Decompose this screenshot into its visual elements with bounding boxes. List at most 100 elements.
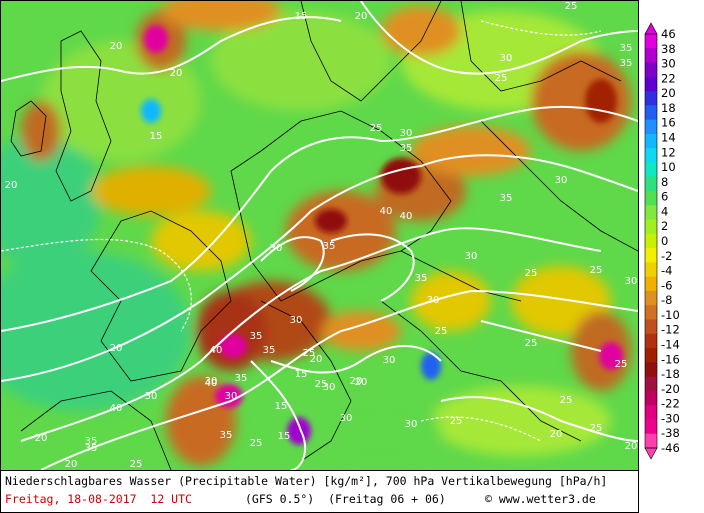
contour-value-label: 30 — [340, 413, 353, 424]
colorbar-swatch — [645, 376, 657, 392]
contour-value-label: 20 — [35, 433, 48, 444]
contour-value-label: 20 — [355, 377, 368, 388]
contour-value-label: 15 — [275, 401, 288, 412]
colorbar-tick-label: -4 — [661, 264, 672, 278]
colorbar-swatch — [645, 305, 657, 321]
contour-value-label: 30 — [270, 243, 283, 254]
colorbar-swatch — [645, 333, 657, 349]
colorbar-tick-label: -14 — [661, 338, 680, 352]
colorbar-swatch — [645, 319, 657, 335]
colorbar-outline — [644, 33, 658, 449]
colorbar-ticks: 4638302220181614121086420-2-4-6-8-10-12-… — [661, 27, 680, 455]
colorbar-legend: 46 38 30 22 20 18 16 14 12 10 8 6 4 2 0 -2 -4 -6 -8 -10 -12-… — [643, 22, 703, 460]
contour-value-label: 25 — [615, 359, 628, 370]
contour-value-label: 25 — [370, 123, 383, 134]
contour-value-label: 15 — [295, 369, 308, 380]
colorbar-tick-label: 14 — [661, 131, 676, 145]
colorbar-tick-label: -20 — [661, 382, 680, 396]
contour-value-label: 25 — [130, 459, 143, 470]
map-caption: Niederschlagbares Wasser (Precipitable W… — [0, 471, 639, 513]
colorbar-swatch — [645, 419, 657, 435]
borders — [10, 1, 638, 470]
colorbar-tick-label: 10 — [661, 160, 676, 174]
colorbar-swatch — [645, 390, 657, 406]
colorbar-tick-label: -30 — [661, 411, 680, 425]
contour-value-label: 25 — [590, 265, 603, 276]
contour-value-label: 35 — [323, 241, 336, 252]
colorbar-swatch — [645, 362, 657, 378]
model-line: (GFS 0.5°) (Freitag 06 + 06) — [245, 492, 446, 506]
colorbar-swatch — [645, 219, 657, 235]
contour-value-label: 25 — [525, 338, 538, 349]
contour-value-label: 20 — [65, 459, 78, 470]
copyright-line: © www.wetter3.de — [485, 492, 596, 506]
colorbar-swatch — [645, 148, 657, 163]
contour-value-label: 35 — [620, 58, 633, 69]
contour-value-label: 20 — [550, 429, 563, 440]
contour-value-label: 35 — [250, 331, 263, 342]
contour-value-label: 30 — [145, 391, 158, 402]
colorbar-tick-label: 0 — [661, 234, 668, 248]
colorbar-tick-label: 12 — [661, 145, 676, 159]
contour-value-label: 25 — [435, 326, 448, 337]
colorbar-tick-label: -12 — [661, 323, 680, 337]
contour-value-label: 30 — [465, 251, 478, 262]
contour-value-label: 30 — [427, 295, 440, 306]
colorbar-tick-label: -6 — [661, 278, 672, 292]
contours — [1, 1, 638, 470]
precipitable-water-map: 15 20 20 20 25 25 35 35 30 15 20 25 30 35 30 40 40 35 35 30… — [0, 0, 639, 471]
colorbar-canvas: 4638302220181614121086420-2-4-6-8-10-12-… — [644, 22, 680, 460]
contour-value-label: 20 — [310, 354, 323, 365]
contour-value-label: 15 — [295, 11, 308, 22]
colorbar-swatch — [645, 62, 657, 78]
colorbar-swatch — [645, 233, 657, 249]
colorbar-swatch — [645, 91, 657, 106]
contour-value-label: 30 — [555, 175, 568, 186]
colorbar-swatch — [645, 405, 657, 420]
colorbar-swatch — [645, 48, 657, 64]
contour-value-label: 35 — [400, 143, 413, 154]
contour-value-label: 20 — [355, 11, 368, 22]
contour-value-label: 25 — [495, 73, 508, 84]
colorbar-tick-label: 18 — [661, 101, 676, 115]
contour-value-label: 25 — [450, 416, 463, 427]
contour-value-label: 35 — [85, 436, 98, 447]
colorbar-bottom-arrow — [644, 447, 658, 460]
colorbar-swatch — [645, 205, 657, 221]
colorbar-swatch — [645, 248, 657, 263]
colorbar-tick-label: 16 — [661, 116, 676, 130]
colorbar-swatch — [645, 119, 657, 135]
colorbar-tick-label: 6 — [661, 190, 668, 204]
colorbar-swatch — [645, 433, 657, 449]
colorbar-swatch — [645, 191, 657, 206]
contour-value-label: 40 — [110, 403, 123, 414]
contour-value-label: 15 — [150, 131, 163, 142]
contour-value-label: 40 — [205, 378, 218, 389]
contour-value-label: 20 — [625, 441, 638, 452]
colorbar-tick-label: -10 — [661, 308, 680, 322]
colorbar-swatch — [645, 290, 657, 306]
colorbar-swatch — [645, 133, 657, 149]
contour-value-label: 35 — [500, 193, 513, 204]
colorbar-tick-label: -46 — [661, 441, 680, 455]
colorbar-swatch — [645, 176, 657, 192]
field-blobs — [1, 1, 631, 466]
contour-value-label: 35 — [620, 43, 633, 54]
contour-value-label: 30 — [383, 355, 396, 366]
contour-value-label: 30 — [290, 315, 303, 326]
date-line: Freitag, 18-08-2017 12 UTC — [5, 492, 192, 506]
colorbar-tick-label: 30 — [661, 57, 676, 71]
colorbar-swatch — [645, 276, 657, 292]
colorbar-swatch — [645, 262, 657, 278]
colorbar-tick-label: -8 — [661, 293, 672, 307]
contour-value-label: 25 — [565, 1, 578, 12]
colorbar-tick-label: -22 — [661, 397, 680, 411]
colorbar-tick-label: -16 — [661, 352, 680, 366]
contour-value-label: 30 — [500, 53, 513, 64]
colorbar-tick-label: 46 — [661, 27, 676, 41]
contour-value-label: 25 — [315, 379, 328, 390]
dashed-contours — [1, 20, 602, 442]
contour-value-label: 30 — [205, 376, 218, 387]
colorbar-swatch — [645, 348, 657, 363]
